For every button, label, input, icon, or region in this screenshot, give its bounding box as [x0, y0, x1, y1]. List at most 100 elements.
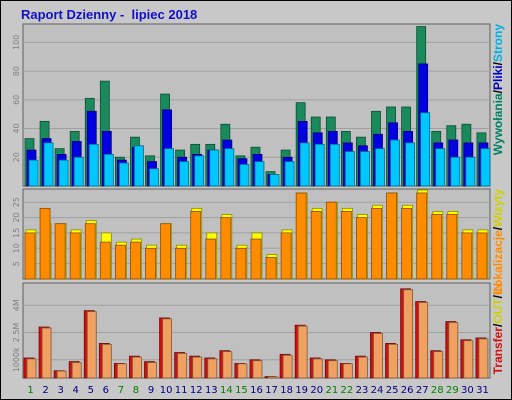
bar-lokalizacje	[39, 207, 51, 280]
bar-lokalizacje	[190, 211, 202, 280]
tick-label-middle: 20	[12, 212, 21, 222]
day-label: 31	[476, 385, 489, 396]
bar-in	[132, 356, 142, 379]
day-label: 5	[88, 385, 94, 396]
bar-in	[26, 358, 37, 379]
day-label: 22	[341, 385, 354, 396]
bar-lokalizacje	[250, 238, 262, 280]
bar-strony	[209, 149, 220, 187]
tick-label-top: 40	[12, 123, 21, 133]
tick-label-middle: 10	[12, 243, 21, 253]
bar-strony	[103, 153, 114, 187]
bar-in	[433, 351, 444, 379]
legend-text: /	[491, 226, 505, 230]
tick-label-top: 20	[12, 152, 21, 162]
bar-strony	[149, 168, 159, 187]
day-label: 14	[220, 385, 233, 396]
bar-in	[222, 351, 233, 379]
bar-in	[101, 343, 112, 379]
bar-lokalizacje	[205, 238, 217, 280]
bar-lokalizacje	[99, 241, 111, 280]
bar-lokalizacje	[371, 207, 382, 280]
bar-strony	[480, 148, 491, 187]
day-label: 20	[310, 385, 323, 396]
day-label: 19	[295, 385, 308, 396]
bar-strony	[88, 143, 99, 187]
bar-strony	[360, 151, 370, 187]
bar-lokalizacje	[24, 232, 36, 280]
day-label: 11	[175, 385, 188, 396]
bar-in	[207, 358, 218, 379]
day-label: 8	[133, 385, 139, 396]
bar-in	[41, 327, 52, 379]
bar-strony	[375, 148, 385, 187]
bar-in	[388, 343, 398, 379]
bar-lokalizacje	[431, 214, 443, 280]
bar-strony	[420, 112, 431, 187]
bar-lokalizacje	[69, 232, 81, 280]
tick-label-bottom: 1000k	[12, 347, 21, 372]
bar-in	[192, 356, 203, 379]
day-label: 18	[280, 385, 293, 396]
bar-in	[418, 302, 429, 379]
bar-lokalizacje	[446, 214, 458, 280]
legend-text: Strony	[491, 24, 505, 62]
bar-strony	[269, 174, 280, 187]
legend-text: /	[491, 294, 505, 298]
bar-strony	[450, 156, 461, 187]
bar-strony	[254, 161, 265, 187]
legend-text: /	[491, 89, 505, 93]
bar-lokalizacje	[175, 247, 187, 280]
bar-strony	[329, 143, 340, 187]
bar-in	[478, 338, 489, 379]
bar-lokalizacje	[295, 192, 307, 280]
bar-strony	[284, 161, 295, 187]
bar-in	[86, 311, 97, 379]
bar-strony	[43, 142, 54, 187]
bar-in	[327, 360, 338, 379]
bar-strony	[405, 142, 416, 187]
day-label: 27	[416, 385, 429, 396]
day-label: 12	[190, 385, 203, 396]
bar-strony	[194, 155, 205, 187]
tick-label-middle: 25	[12, 197, 21, 207]
day-label: 16	[250, 385, 263, 396]
bar-in	[463, 340, 474, 379]
bar-strony	[58, 159, 69, 187]
legend-text: IN	[491, 283, 505, 295]
tick-label-bottom: 2.5M	[12, 323, 21, 343]
day-label: 1	[27, 385, 33, 396]
bar-strony	[314, 143, 325, 187]
tick-label-top: 80	[12, 66, 21, 76]
day-label: 7	[118, 385, 124, 396]
tick-label-middle: 5	[12, 261, 21, 266]
day-label: 4	[73, 385, 79, 396]
bar-in	[373, 333, 383, 379]
bar-strony	[435, 148, 446, 187]
tick-label-middle: 15	[12, 228, 21, 238]
legend-top: Wywołania/Pliki/Strony	[491, 24, 505, 156]
bar-in	[56, 370, 67, 379]
bar-strony	[390, 139, 400, 187]
day-label: 10	[160, 385, 173, 396]
legend-text: /	[491, 61, 505, 65]
day-label: 17	[265, 385, 278, 396]
legend-text: Wizyty	[491, 189, 505, 227]
bar-lokalizacje	[461, 232, 473, 280]
bar-lokalizacje	[310, 211, 322, 280]
day-label: 2	[42, 385, 48, 396]
bar-in	[237, 363, 248, 379]
bar-lokalizacje	[220, 217, 232, 280]
bar-strony	[164, 148, 174, 187]
day-label: 23	[356, 385, 369, 396]
bar-in	[116, 363, 127, 379]
bar-lokalizacje	[280, 232, 292, 280]
bar-strony	[239, 164, 250, 187]
day-label: 30	[461, 385, 474, 396]
bar-in	[267, 376, 278, 379]
chart-title: Raport Dzienny - lipiec 2018	[21, 7, 198, 22]
bar-in	[342, 363, 353, 379]
bar-lokalizacje	[235, 247, 247, 280]
legend-text: Lokalizacje	[491, 230, 505, 294]
